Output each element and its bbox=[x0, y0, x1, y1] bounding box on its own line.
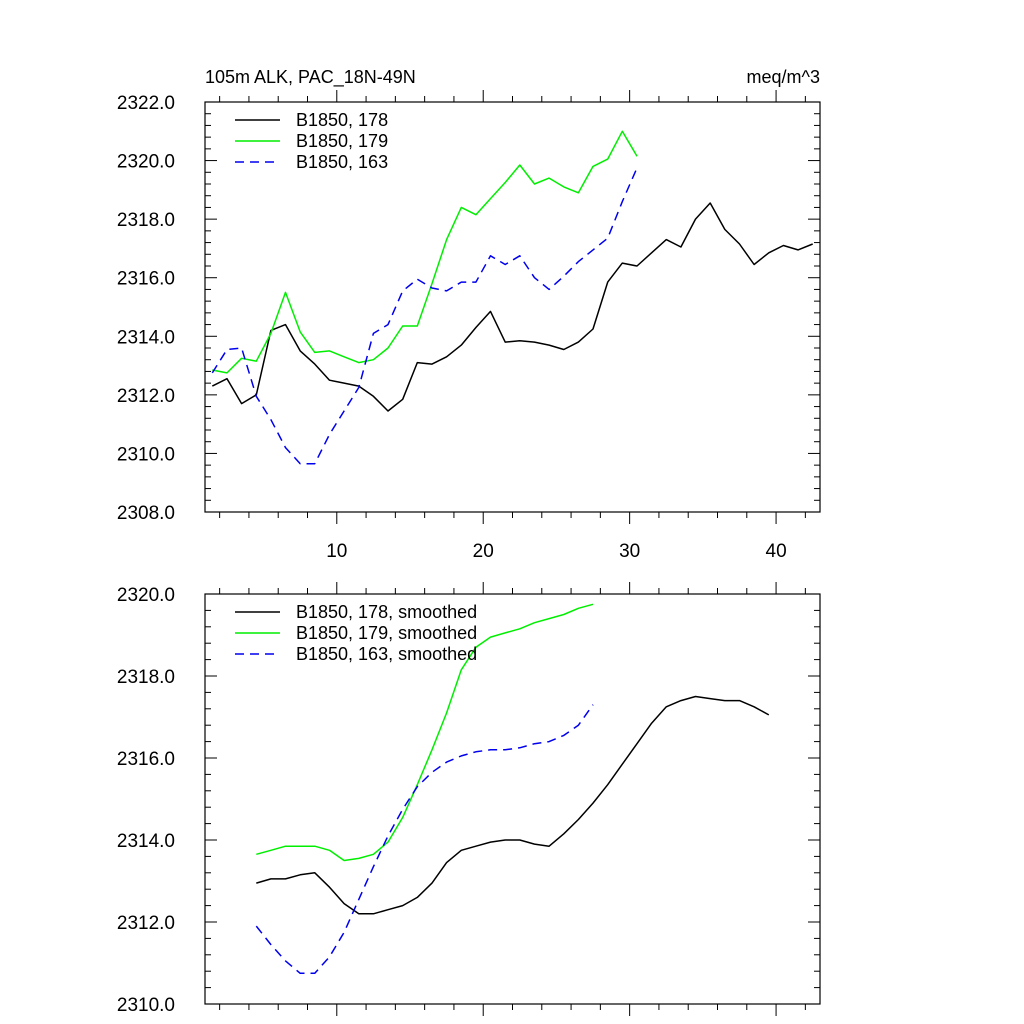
bottom-series-line-1 bbox=[256, 695, 770, 915]
top-xtick-label: 30 bbox=[619, 541, 640, 562]
bottom-ytick-label: 2310.0 bbox=[117, 995, 175, 1016]
top-xtick-label: 40 bbox=[766, 541, 787, 562]
top-panel: 105m ALK, PAC_18N-49N meq/m^3 2308.0 2310… bbox=[117, 67, 821, 562]
top-series-line-2 bbox=[212, 130, 638, 374]
top-series-line-3 bbox=[211, 167, 638, 465]
top-legend-label-3: B1850, 163 bbox=[296, 152, 388, 172]
bottom-series-line-2 bbox=[256, 603, 594, 862]
top-ytick-label: 2308.0 bbox=[117, 503, 175, 524]
top-ticks: 2308.0 2310.0 2312.0 2314.0 2316.0 2318.0 2320… bbox=[117, 90, 820, 562]
top-legend-label-2: B1850, 179 bbox=[296, 131, 388, 151]
top-xtick-label: 20 bbox=[473, 541, 494, 562]
bottom-ticks: 2310.0 2312.0 2314.0 2316.0 2318.0 2320.0 bbox=[117, 582, 820, 1016]
top-ytick-label: 2312.0 bbox=[117, 386, 175, 407]
top-ytick-label: 2322.0 bbox=[117, 93, 175, 114]
top-legend-label-1: B1850, 178 bbox=[296, 110, 388, 130]
bottom-legend-label-3: B1850, 163, smoothed bbox=[296, 644, 477, 664]
top-units: meq/m^3 bbox=[747, 67, 820, 87]
bottom-legend-label-2: B1850, 179, smoothed bbox=[296, 623, 477, 643]
top-ytick-label: 2316.0 bbox=[117, 269, 175, 290]
bottom-ytick-label: 2316.0 bbox=[117, 749, 175, 770]
top-ytick-label: 2310.0 bbox=[117, 444, 175, 465]
bottom-series-line-3 bbox=[255, 704, 594, 975]
bottom-ytick-label: 2312.0 bbox=[117, 913, 175, 934]
bottom-series bbox=[255, 603, 770, 975]
bottom-ytick-label: 2320.0 bbox=[117, 585, 175, 606]
bottom-ytick-label: 2318.0 bbox=[117, 667, 175, 688]
bottom-ytick-label: 2314.0 bbox=[117, 831, 175, 852]
top-ytick-label: 2318.0 bbox=[117, 210, 175, 231]
top-xtick-label: 10 bbox=[326, 541, 347, 562]
bottom-legend-label-1: B1850, 178, smoothed bbox=[296, 602, 477, 622]
bottom-panel: 2310.0 2312.0 2314.0 2316.0 2318.0 2320.0 B18… bbox=[117, 582, 821, 1016]
top-series-line-1 bbox=[211, 202, 813, 412]
top-series bbox=[211, 130, 813, 465]
top-ytick-label: 2320.0 bbox=[117, 152, 175, 173]
top-ytick-label: 2314.0 bbox=[117, 327, 175, 348]
top-title: 105m ALK, PAC_18N-49N bbox=[205, 67, 416, 88]
